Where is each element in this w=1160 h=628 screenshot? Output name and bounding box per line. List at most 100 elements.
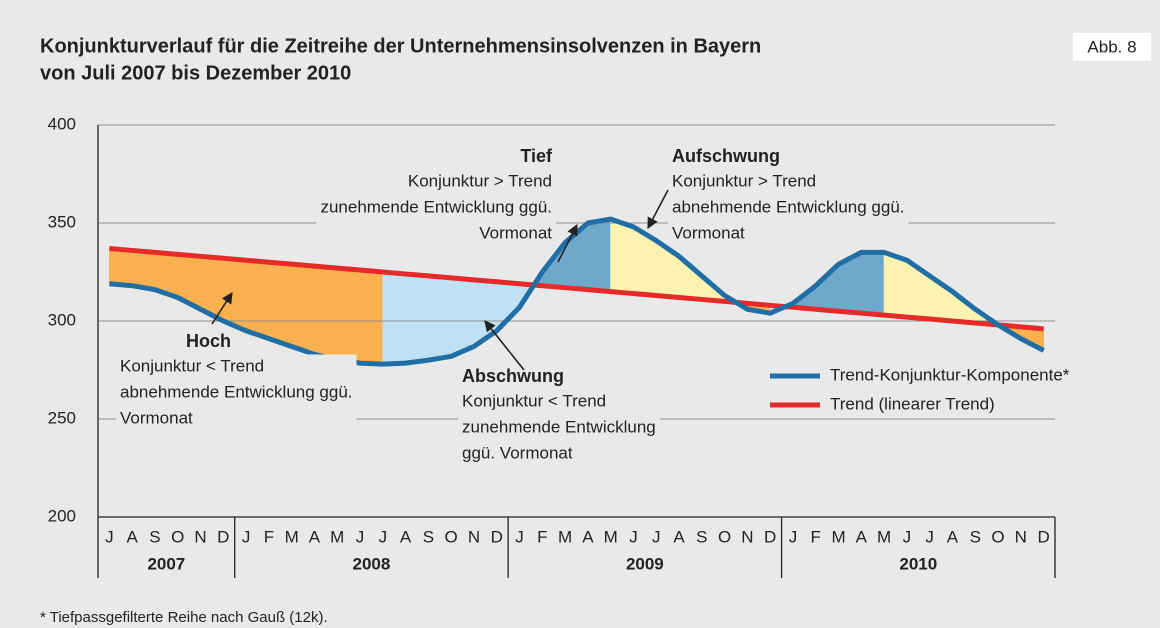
regions — [108, 218, 1045, 365]
annotation-bg — [458, 389, 660, 465]
region — [291, 263, 315, 355]
annotation-text: Konjunktur < Trend — [462, 391, 606, 410]
x-tick-label: D — [764, 527, 776, 546]
region — [268, 261, 293, 348]
x-tick-label: M — [604, 527, 618, 546]
annotations: Hoch Konjunktur < Trend abnehmende Entwick… — [116, 146, 909, 465]
x-tick-label: A — [309, 527, 321, 546]
year-label: 2007 — [147, 554, 185, 573]
y-tick-label: 350 — [48, 212, 76, 231]
legend-bg — [762, 363, 1144, 389]
region — [427, 275, 452, 361]
footnote: * Tiefpassgefilterte Reihe nach Gauß (12… — [40, 609, 328, 626]
x-tick-label: M — [558, 527, 572, 546]
chart-title: Konjunkturverlauf für die Zeitreihe der … — [40, 35, 761, 57]
annotation-text: Vormonat — [120, 408, 193, 427]
x-tick-label: D — [217, 527, 229, 546]
year-label: 2008 — [353, 554, 391, 573]
x-tick-label: A — [856, 527, 868, 546]
x-tick-label: S — [423, 527, 434, 546]
annotation: Hoch Konjunktur < Trend abnehmende Entwick… — [116, 331, 357, 430]
x-tick-label: N — [741, 527, 753, 546]
annotation-text: Vormonat — [672, 223, 745, 242]
x-tick-label: J — [903, 527, 912, 546]
x-tick-label: J — [242, 527, 251, 546]
y-tick-label: 250 — [48, 408, 76, 427]
x-tick-label: J — [789, 527, 798, 546]
annotation-text: Konjunktur > Trend — [672, 171, 816, 190]
x-tick-label: F — [264, 527, 274, 546]
region — [314, 265, 338, 361]
annotation-text: zunehmende Entwicklung — [462, 417, 656, 436]
annotation: Abschwung Konjunktur < Trend zunehmende En… — [458, 366, 660, 465]
x-tick-label: J — [629, 527, 638, 546]
x-tick-label: O — [991, 527, 1004, 546]
region — [382, 271, 407, 365]
annotation-bg — [316, 169, 557, 245]
x-tick-label: M — [877, 527, 891, 546]
annotation-bg — [668, 169, 909, 245]
figure-label-box — [1073, 33, 1151, 61]
x-tick-label: A — [582, 527, 594, 546]
region — [883, 251, 908, 318]
y-tick-label: 400 — [48, 114, 76, 133]
region — [336, 267, 361, 364]
arrow — [557, 224, 578, 263]
x-tick-label: F — [811, 527, 821, 546]
arrows — [211, 189, 669, 371]
annotation-text: zunehmende Entwicklung ggü. — [320, 197, 552, 216]
year-label: 2010 — [899, 554, 937, 573]
annotation-title: Abschwung — [462, 366, 564, 386]
x-tick-label: N — [194, 527, 206, 546]
y-tick-label: 200 — [48, 506, 76, 525]
region — [587, 218, 612, 293]
annotation-text: Konjunktur > Trend — [408, 171, 552, 190]
x-tick-label: J — [105, 527, 114, 546]
x-tick-label: S — [149, 527, 160, 546]
x-tick-label: J — [652, 527, 661, 546]
x-tick-label: O — [445, 527, 458, 546]
x-tick-label: S — [696, 527, 707, 546]
x-tick-label: J — [379, 527, 388, 546]
region — [860, 251, 885, 316]
arrow — [484, 320, 525, 371]
annotation-text: ggü. Vormonat — [462, 443, 573, 462]
x-tick-label: O — [171, 527, 184, 546]
region — [108, 248, 133, 287]
arrow — [647, 189, 669, 229]
x-tick-label: M — [831, 527, 845, 546]
x-tick-label: F — [537, 527, 547, 546]
x-tick-label: M — [330, 527, 344, 546]
annotation-text: abnehmende Entwicklung ggü. — [672, 197, 905, 216]
year-label: 2009 — [626, 554, 664, 573]
x-tick-label: D — [1037, 527, 1049, 546]
legend-label: Trend (linearer Trend) — [830, 394, 995, 413]
x-tick-label: O — [718, 527, 731, 546]
annotation-title: Hoch — [186, 331, 231, 351]
annotation-text: Vormonat — [479, 223, 552, 242]
region — [450, 277, 475, 357]
x-tick-label: A — [947, 527, 959, 546]
region — [245, 259, 270, 340]
legend-label: Trend-Konjunktur-Komponente* — [830, 365, 1070, 384]
x-tick-label: N — [1015, 527, 1027, 546]
x-tick-label: A — [127, 527, 139, 546]
figure-label: Abb. 8 — [1087, 37, 1136, 56]
x-tick-label: J — [925, 527, 934, 546]
annotation-title: Aufschwung — [672, 146, 780, 166]
annotation-bg — [116, 354, 357, 430]
x-tick-label: S — [970, 527, 981, 546]
series-line — [109, 245, 1044, 332]
x-tick-label: J — [515, 527, 524, 546]
legend-bg — [762, 392, 1144, 418]
region — [359, 269, 384, 365]
x-tick-label: A — [673, 527, 685, 546]
region — [610, 218, 634, 294]
region — [405, 273, 429, 364]
x-tick-label: A — [400, 527, 412, 546]
y-tick-label: 300 — [48, 310, 76, 329]
annotation-text: Konjunktur < Trend — [120, 356, 264, 375]
x-tick-label: N — [468, 527, 480, 546]
x-tick-label: M — [285, 527, 299, 546]
